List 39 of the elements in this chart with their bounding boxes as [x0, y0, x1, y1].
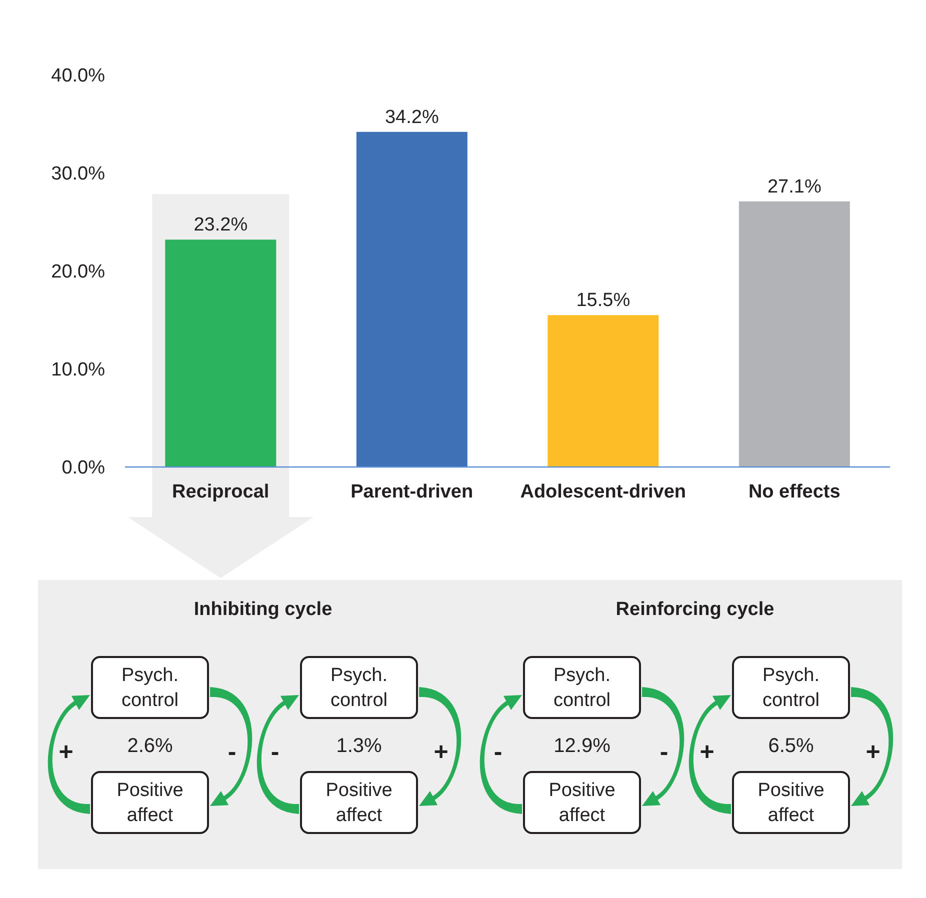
- rounded-box: Positive affect: [732, 771, 850, 834]
- bar: [165, 240, 276, 467]
- data-label: 34.2%: [384, 106, 439, 128]
- text: 2.6%: [127, 735, 173, 757]
- text: Inhibiting cycle: [194, 599, 332, 620]
- rounded-box: Psych. control: [91, 656, 209, 719]
- x-tick-label: Adolescent-driven: [520, 481, 686, 502]
- text: -: [660, 738, 668, 766]
- rounded-box: Positive affect: [523, 771, 641, 834]
- y-tick-label: 0.0%: [62, 458, 106, 479]
- x-tick-label: No effects: [748, 481, 840, 502]
- text: 6.5%: [768, 735, 814, 757]
- text: Reinforcing cycle: [616, 599, 774, 620]
- rounded-box: Psych. control: [523, 656, 641, 719]
- data-label: 27.1%: [767, 176, 822, 198]
- bar: [356, 132, 468, 467]
- y-tick-label: 40.0%: [51, 66, 106, 87]
- bar: [738, 201, 850, 467]
- data-label: 15.5%: [576, 290, 630, 312]
- rounded-box: Positive affect: [300, 771, 418, 834]
- text: -: [270, 738, 280, 766]
- y-tick-label: 20.0%: [51, 262, 106, 283]
- y-tick-label: 10.0%: [51, 360, 106, 381]
- text: 1.3%: [336, 735, 382, 757]
- x-tick-label: Parent-driven: [350, 481, 474, 502]
- rounded-box: Psych. control: [732, 656, 850, 719]
- text: +: [434, 738, 448, 766]
- text: -: [228, 738, 236, 766]
- data-label: 23.2%: [194, 214, 248, 236]
- x-tick-label: Reciprocal: [172, 481, 270, 502]
- text: +: [58, 738, 74, 766]
- text: +: [866, 738, 880, 766]
- text: 12.9%: [554, 735, 610, 757]
- text: +: [700, 738, 714, 766]
- rounded-box: Positive affect: [91, 771, 209, 834]
- y-tick-label: 30.0%: [51, 164, 106, 185]
- bar: [548, 315, 659, 467]
- text: -: [494, 738, 502, 766]
- rounded-box: Psych. control: [300, 656, 418, 719]
